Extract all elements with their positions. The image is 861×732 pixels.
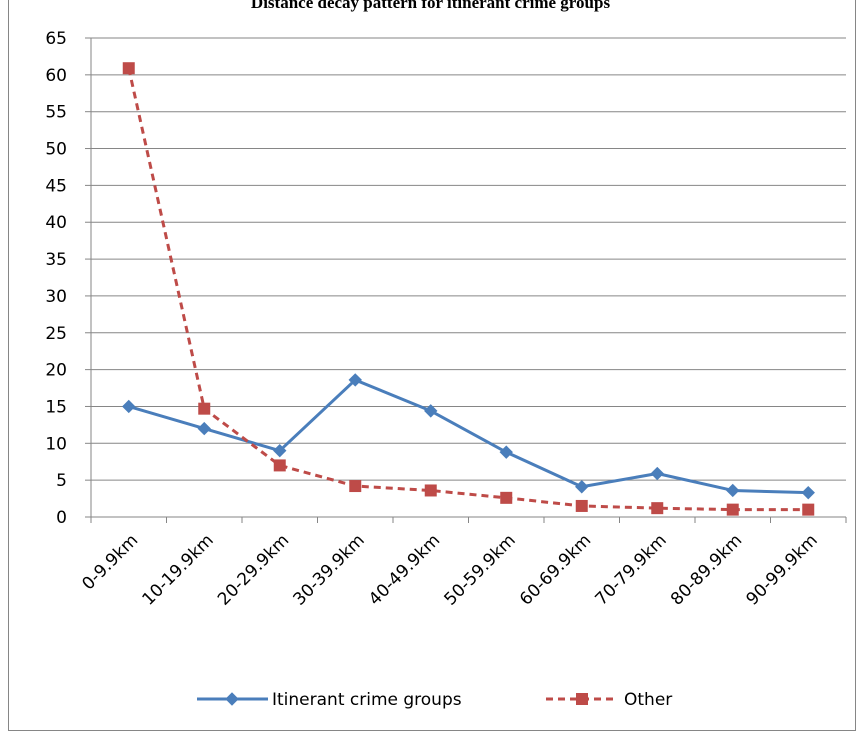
legend: Itinerant crime groups Other bbox=[197, 690, 672, 710]
x-tick-label: 0-9.9km bbox=[78, 530, 142, 594]
x-axis-ticks: 0-9.9km10-19.9km20-29.9km30-39.9km40-49.… bbox=[78, 530, 821, 609]
gridlines bbox=[91, 37, 846, 481]
square-marker bbox=[273, 459, 286, 472]
diamond-marker bbox=[273, 443, 287, 458]
y-tick-label: 30 bbox=[45, 287, 67, 307]
y-tick-label: 55 bbox=[45, 103, 67, 123]
square-marker bbox=[122, 62, 135, 75]
series-other bbox=[122, 62, 815, 516]
y-tick-label: 40 bbox=[45, 213, 67, 233]
x-tick-label: 20-29.9km bbox=[214, 530, 293, 609]
y-tick-label: 50 bbox=[45, 140, 67, 160]
diamond-marker bbox=[424, 404, 438, 418]
chart-title: Distance decay pattern for itinerant cri… bbox=[250, 0, 611, 12]
square-marker bbox=[500, 491, 513, 504]
diamond-marker bbox=[197, 421, 211, 436]
diamond-marker bbox=[726, 483, 740, 498]
diamond-marker bbox=[122, 399, 136, 414]
y-tick-label: 10 bbox=[45, 434, 67, 454]
x-tick-label: 70-79.9km bbox=[592, 530, 671, 609]
square-marker bbox=[726, 503, 739, 516]
y-tick-label: 65 bbox=[45, 29, 67, 49]
y-tick-label: 5 bbox=[56, 471, 67, 491]
x-tick-label: 60-69.9km bbox=[516, 530, 595, 609]
series-line bbox=[128, 378, 809, 495]
y-tick-label: 35 bbox=[45, 250, 67, 270]
square-marker bbox=[575, 499, 588, 512]
legend-label: Itinerant crime groups bbox=[272, 690, 462, 710]
diamond-marker bbox=[348, 373, 362, 387]
y-axis-ticks: 0 5 10 15 20 25 30 35 40 45 50 55 60 65 bbox=[45, 29, 67, 528]
square-marker bbox=[349, 480, 362, 493]
chart-frame bbox=[8, 0, 856, 731]
x-tick-label: 90-99.9km bbox=[743, 530, 822, 609]
x-tick-label: 50-59.9km bbox=[441, 530, 520, 609]
diamond-marker bbox=[650, 466, 664, 481]
y-tick-label: 0 bbox=[56, 508, 67, 528]
y-tick-label: 20 bbox=[45, 361, 67, 381]
x-tick-label: 40-49.9km bbox=[365, 530, 444, 609]
x-tick-label: 10-19.9km bbox=[139, 530, 218, 609]
square-marker bbox=[198, 402, 211, 415]
x-tick-label: 80-89.9km bbox=[667, 530, 746, 609]
series-layer bbox=[122, 62, 815, 516]
square-marker bbox=[424, 484, 437, 497]
diamond-marker bbox=[499, 445, 513, 459]
y-tick-label: 25 bbox=[45, 324, 67, 344]
x-tick-label: 30-39.9km bbox=[290, 530, 369, 609]
legend-item: Itinerant crime groups bbox=[197, 690, 462, 710]
y-tick-label: 60 bbox=[45, 66, 67, 86]
axes bbox=[85, 37, 847, 523]
square-marker bbox=[802, 503, 815, 516]
diamond-marker bbox=[575, 480, 589, 494]
square-marker bbox=[651, 502, 664, 515]
series-itinerant-crime-groups bbox=[122, 373, 815, 500]
square-marker bbox=[576, 693, 588, 705]
diamond-marker bbox=[801, 485, 815, 500]
legend-item: Other bbox=[546, 690, 672, 710]
diamond-marker bbox=[225, 692, 239, 706]
y-tick-label: 45 bbox=[45, 176, 67, 196]
legend-label: Other bbox=[624, 690, 672, 710]
y-tick-label: 15 bbox=[45, 397, 67, 417]
